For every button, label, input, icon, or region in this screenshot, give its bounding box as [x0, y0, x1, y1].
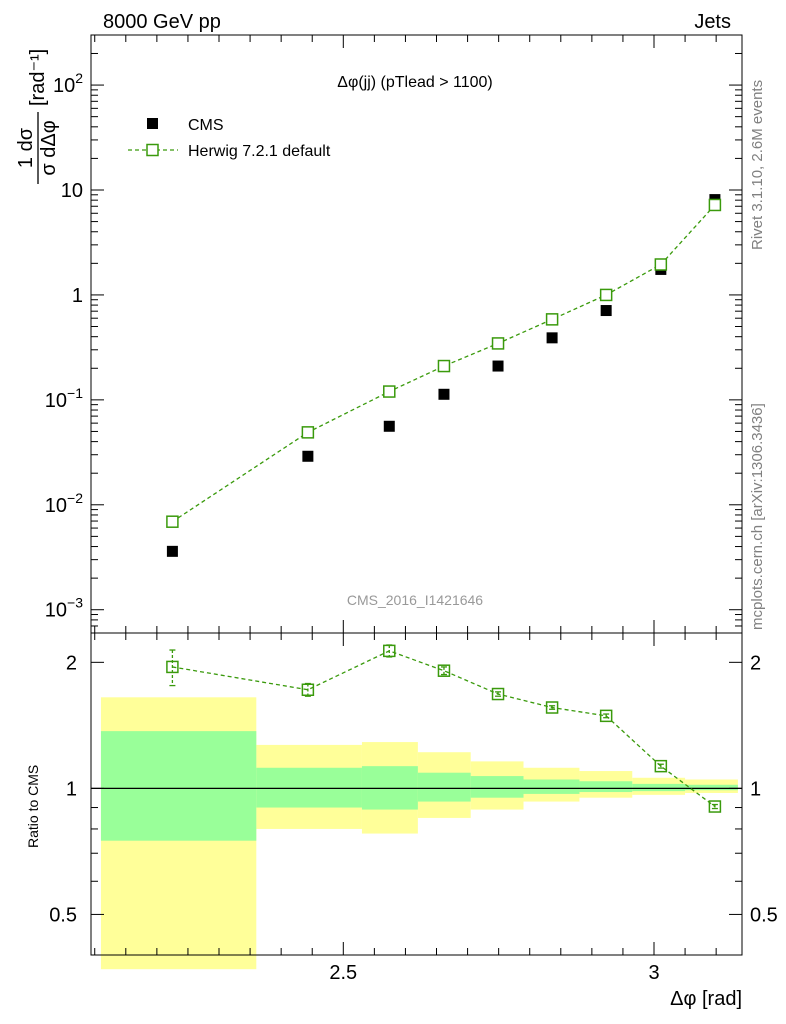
analysis-label: CMS_2016_I1421646: [347, 592, 483, 608]
ratio-y-tick-label: 0.5: [49, 904, 77, 926]
herwig-ratio-point: [301, 683, 315, 697]
legend-marker-herwig: [146, 143, 159, 157]
stat-uncertainty-band: [417, 772, 471, 802]
legend-label-herwig: Herwig 7.2.1 default: [188, 143, 331, 160]
ratio-y-tick-label-right: 1: [750, 778, 761, 800]
cms-point: [302, 450, 314, 462]
herwig-point: [166, 515, 179, 528]
cms-point: [492, 360, 504, 372]
herwig-ratio-point: [437, 664, 451, 677]
stat-uncertainty-band: [470, 776, 524, 798]
ratio-panel: 2.5 3 0.5 0.5 1 1 2 2 Ratio to CMS Δφ [rad]: [25, 632, 778, 1010]
y-tick-label: 10−2: [45, 490, 83, 517]
y-tick-label: 10: [61, 180, 83, 202]
ratio-frame: [90, 632, 743, 956]
herwig-ratio-point: [599, 709, 613, 723]
legend: CMS Herwig 7.2.1 default: [128, 117, 331, 160]
y-title-numerator: 1 dσ: [15, 127, 37, 168]
stat-uncertainty-band: [685, 784, 738, 791]
ratio-y-tick-label: 1: [66, 778, 77, 800]
main-panel: 10−3 10−2 10−1 1 10 102 Δφ(jj) (pTlead > 1100…: [15, 34, 743, 634]
herwig-ratio-point: [654, 759, 668, 773]
herwig-ratio-point: [166, 660, 179, 674]
herwig-point: [383, 385, 396, 398]
y-tick-label: 10−3: [45, 595, 83, 622]
main-y-axis-title: 1 dσ σ dΔφ [rad⁻¹]: [15, 49, 60, 184]
y-title-unit: [rad⁻¹]: [27, 49, 49, 106]
ratio-y-tick-label-right: 2: [750, 652, 761, 674]
ratio-data-layer: [91, 644, 742, 970]
cms-point: [383, 420, 395, 432]
main-data-layer: [166, 194, 722, 557]
y-tick-label: 10−1: [45, 385, 83, 412]
ratio-y-tick-label: 2: [66, 652, 77, 674]
ratio-y-axis-title: Ratio to CMS: [25, 765, 41, 848]
herwig-ratio-point: [545, 701, 559, 714]
cms-point: [438, 388, 450, 400]
legend-marker-cms: [147, 118, 158, 129]
stat-uncertainty-band: [632, 783, 686, 792]
main-axes: 10−3 10−2 10−1 1 10 102: [45, 34, 742, 634]
cms-point: [600, 305, 612, 317]
y-tick-label: 1: [72, 285, 83, 307]
stat-uncertainty-band: [100, 731, 257, 841]
x-tick-label: 3: [648, 962, 659, 984]
stat-uncertainty-band: [256, 767, 362, 808]
y-tick-label: 102: [53, 70, 83, 97]
cms-point: [166, 545, 178, 557]
herwig-ratio-point: [708, 800, 722, 813]
ratio-y-tick-label-right: 0.5: [750, 904, 778, 926]
x-tick-label: 2.5: [329, 962, 357, 984]
herwig-point: [301, 426, 315, 439]
cms-point: [546, 332, 558, 344]
ratio-axes: 2.5 3 0.5 0.5 1 1 2 2: [49, 633, 778, 984]
herwig-ratio-point: [383, 644, 396, 658]
herwig-ratio-point: [491, 687, 505, 701]
stat-uncertainty-band: [579, 781, 633, 793]
process-label: Jets: [694, 11, 731, 33]
main-title: Δφ(jj) (pTlead > 1100): [337, 74, 493, 91]
energy-label: 8000 GeV pp: [103, 11, 221, 33]
x-axis-title: Δφ [rad]: [670, 988, 742, 1010]
mcplots-label: mcplots.cern.ch [arXiv:1306.3436]: [749, 403, 766, 630]
herwig-point: [437, 359, 451, 373]
herwig-point: [654, 258, 668, 271]
herwig-point: [545, 313, 559, 326]
herwig-point: [491, 337, 505, 350]
stat-uncertainty-band: [523, 779, 580, 794]
herwig-point: [708, 198, 722, 212]
legend-label-cms: CMS: [188, 117, 224, 134]
herwig-point: [599, 288, 613, 302]
rivet-label: Rivet 3.1.10, 2.6M events: [749, 80, 766, 250]
y-title-denominator: σ dΔφ: [38, 120, 60, 175]
